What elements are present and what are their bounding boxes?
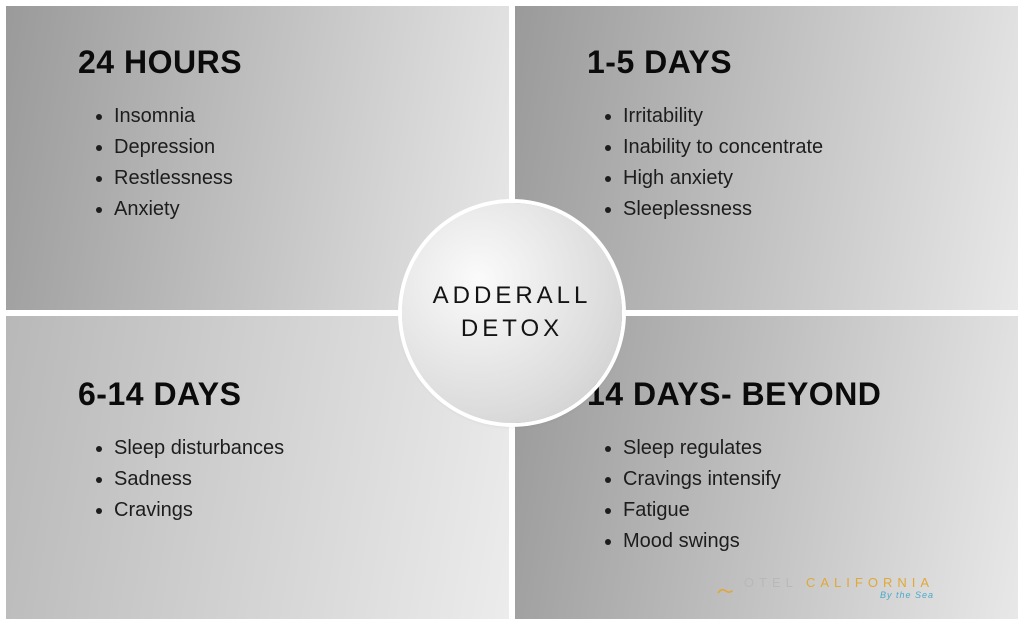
panel-list-24-hours: Insomnia Depression Restlessness Anxiety [78,101,469,225]
list-item: Cravings [114,495,469,526]
list-item: Sleeplessness [623,194,978,225]
list-item: Sleep regulates [623,433,978,464]
panel-list-6-14-days: Sleep disturbances Sadness Cravings [78,433,469,526]
list-item: High anxiety [623,163,978,194]
brand-title-pre: OTEL [744,575,806,590]
brand-title-accent: CALIFORNIA [806,575,934,590]
brand-text: OTEL CALIFORNIA By the Sea [744,576,934,600]
list-item: Irritability [623,101,978,132]
center-line-1: ADDERALL [433,282,592,309]
list-item: Cravings intensify [623,464,978,495]
list-item: Depression [114,132,469,163]
center-circle: ADDERALL DETOX [402,203,622,423]
list-item: Inability to concentrate [623,132,978,163]
panel-title-14-days-beyond: 14 DAYS- BEYOND [587,376,978,413]
infographic-container: 24 HOURS Insomnia Depression Restlessnes… [0,0,1024,625]
list-item: Fatigue [623,495,978,526]
panel-list-1-5-days: Irritability Inability to concentrate Hi… [587,101,978,225]
list-item: Mood swings [623,526,978,557]
list-item: Sleep disturbances [114,433,469,464]
list-item: Sadness [114,464,469,495]
brand-title: OTEL CALIFORNIA [744,576,934,589]
list-item: Restlessness [114,163,469,194]
center-line-2: DETOX [461,315,563,342]
list-item: Anxiety [114,194,469,225]
list-item: Insomnia [114,101,469,132]
panel-list-14-days-beyond: Sleep regulates Cravings intensify Fatig… [587,433,978,557]
panel-title-6-14-days: 6-14 DAYS [78,376,469,413]
brand-logo: OTEL CALIFORNIA By the Sea [708,573,934,603]
center-title: ADDERALL DETOX [433,280,592,345]
brand-subtitle: By the Sea [744,591,934,600]
panel-title-1-5-days: 1-5 DAYS [587,44,978,81]
wave-crescent-icon [708,573,738,603]
panel-title-24-hours: 24 HOURS [78,44,469,81]
